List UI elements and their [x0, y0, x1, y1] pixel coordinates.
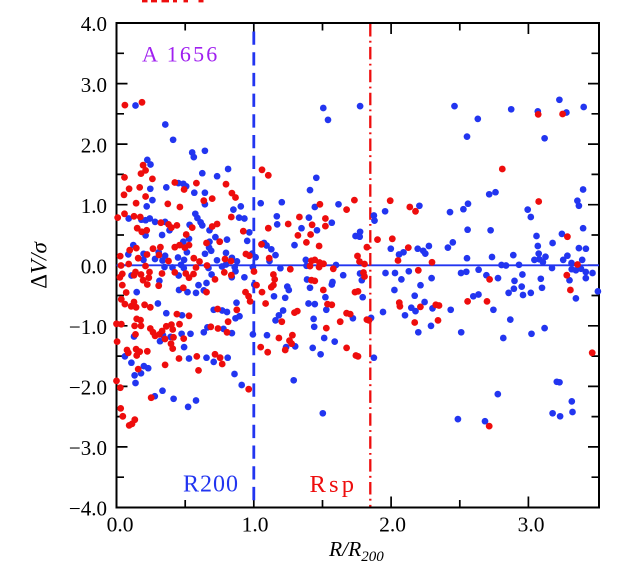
svg-text:ΔV/σ: ΔV/σ [27, 241, 52, 289]
svg-text:3.0: 3.0 [81, 73, 107, 97]
svg-text:−1.0: −1.0 [69, 315, 107, 339]
svg-text:0.0: 0.0 [107, 513, 134, 537]
svg-text:2.0: 2.0 [379, 513, 406, 537]
svg-text:1.0: 1.0 [81, 194, 107, 218]
svg-text:2.0: 2.0 [81, 133, 107, 157]
svg-text:1.0: 1.0 [242, 513, 269, 537]
svg-text:4.0: 4.0 [81, 12, 107, 36]
svg-text:3.0: 3.0 [518, 513, 545, 537]
svg-text:Rsp: Rsp [310, 471, 358, 498]
svg-text:0.0: 0.0 [81, 254, 107, 278]
svg-text:A 1656: A 1656 [142, 42, 220, 67]
svg-text:−4.0: −4.0 [69, 497, 107, 521]
svg-text:R200: R200 [183, 472, 239, 498]
svg-text:−2.0: −2.0 [69, 376, 107, 400]
svg-text:−3.0: −3.0 [69, 436, 107, 460]
